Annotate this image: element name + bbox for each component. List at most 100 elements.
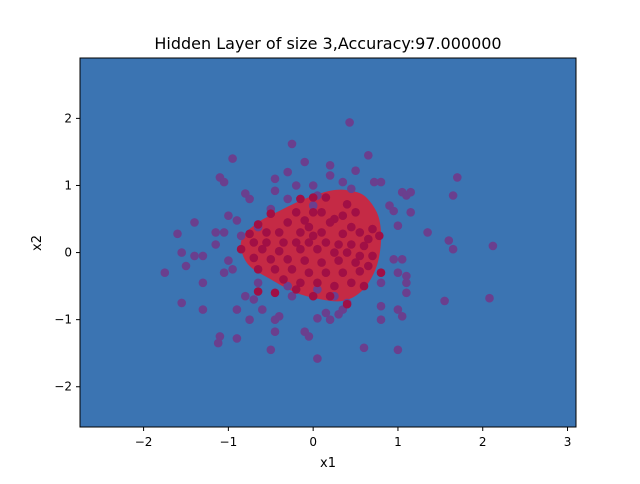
data-point <box>444 236 454 245</box>
data-point <box>355 267 365 276</box>
data-point <box>287 291 297 301</box>
data-point <box>389 254 399 264</box>
data-point <box>279 275 288 284</box>
data-point <box>347 222 356 232</box>
data-point <box>177 248 186 257</box>
data-point <box>300 216 310 225</box>
data-point <box>338 229 348 239</box>
data-point <box>211 228 220 237</box>
data-point <box>448 244 458 254</box>
data-point <box>287 139 297 149</box>
data-point <box>334 240 343 249</box>
y-tick-label: 1 <box>64 178 72 192</box>
data-point <box>274 246 284 256</box>
data-point <box>325 291 335 301</box>
data-point <box>347 184 356 194</box>
data-point <box>228 265 237 274</box>
data-point <box>330 281 339 291</box>
data-point <box>375 231 384 241</box>
data-point <box>308 208 318 217</box>
data-point <box>266 345 276 355</box>
data-point <box>198 278 208 288</box>
data-point <box>291 181 301 190</box>
data-point <box>488 241 498 251</box>
x-axis-ticks: −2 −1 0 1 2 3 <box>135 427 571 449</box>
x-tick-label: 0 <box>309 435 317 449</box>
data-point <box>283 167 293 177</box>
data-point <box>393 268 403 278</box>
data-point <box>279 238 288 247</box>
data-point <box>249 295 259 304</box>
data-point <box>262 238 271 247</box>
data-point <box>304 268 314 278</box>
data-point <box>236 244 246 254</box>
data-point <box>308 181 318 190</box>
data-point <box>160 268 170 278</box>
data-point <box>291 208 301 217</box>
data-point <box>198 251 208 261</box>
data-point <box>359 281 369 291</box>
data-point <box>232 216 242 225</box>
x-tick-label: 2 <box>479 435 487 449</box>
data-point <box>300 256 310 265</box>
data-point <box>181 261 191 271</box>
data-point <box>258 305 267 314</box>
data-point <box>393 345 403 355</box>
data-point <box>368 251 377 261</box>
data-point <box>376 315 386 325</box>
data-point <box>369 177 379 187</box>
data-point <box>342 200 352 209</box>
x-tick-label: −1 <box>220 435 238 449</box>
data-point <box>270 288 280 298</box>
data-point <box>313 244 322 254</box>
x-tick-label: −2 <box>135 435 153 449</box>
data-point <box>325 218 335 227</box>
data-point <box>402 288 411 298</box>
data-point <box>393 221 403 230</box>
data-point <box>270 327 280 337</box>
data-point <box>219 268 229 278</box>
data-point <box>317 258 326 267</box>
data-point <box>270 265 280 274</box>
data-point <box>253 265 263 274</box>
data-point <box>215 332 225 341</box>
data-point <box>376 268 386 278</box>
y-axis-label: x2 <box>30 235 45 251</box>
data-point <box>342 248 352 257</box>
data-point <box>364 261 373 271</box>
y-axis-ticks: −2 −1 0 1 2 <box>54 111 80 394</box>
data-point <box>355 228 365 237</box>
data-point <box>270 174 280 184</box>
data-point <box>440 296 449 306</box>
data-point <box>241 291 250 301</box>
data-point <box>423 228 432 237</box>
data-point <box>351 166 360 175</box>
x-tick-label: 1 <box>394 435 402 449</box>
data-point <box>253 278 263 288</box>
data-point <box>287 265 297 274</box>
data-point <box>249 238 259 247</box>
data-point <box>406 187 416 197</box>
data-point <box>173 229 182 239</box>
data-point <box>364 234 373 244</box>
data-point <box>258 244 267 254</box>
data-point <box>211 240 220 249</box>
data-point <box>313 285 322 294</box>
data-point <box>406 208 416 217</box>
data-point <box>245 194 254 204</box>
data-point <box>351 258 360 267</box>
data-point <box>359 241 369 251</box>
y-tick-label: −1 <box>54 313 72 327</box>
data-point <box>317 228 326 237</box>
data-point <box>321 308 331 318</box>
data-point <box>334 310 343 319</box>
data-point <box>325 315 335 325</box>
plot-area <box>80 58 576 427</box>
data-point <box>376 177 386 187</box>
data-point <box>304 332 314 341</box>
y-tick-label: −2 <box>54 380 72 394</box>
data-point <box>376 301 386 311</box>
data-point <box>296 244 305 254</box>
data-point <box>283 254 293 264</box>
